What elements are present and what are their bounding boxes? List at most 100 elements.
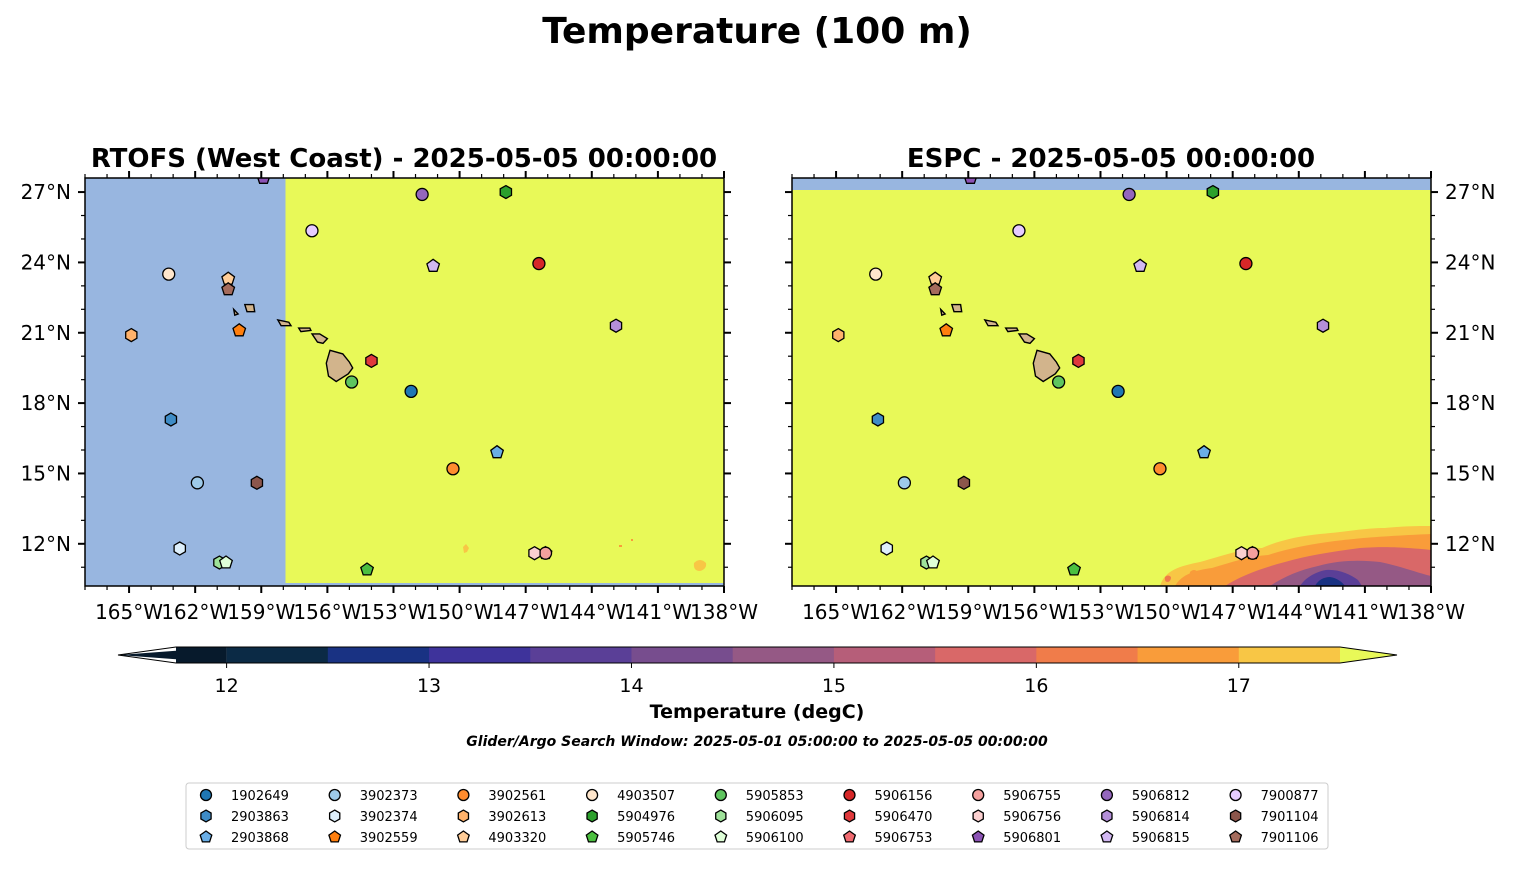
espc-axes-frame — [791, 177, 1432, 587]
platform-marker-5904976 — [1206, 184, 1220, 200]
platform-marker-5906755 — [1245, 546, 1260, 560]
island-outline — [1017, 333, 1036, 345]
rtofs-no-data-region — [85, 178, 286, 586]
legend-label: 5904976 — [617, 810, 675, 825]
legend-item-3902374: 3902374 — [328, 809, 418, 825]
colorbar-bin — [1137, 647, 1240, 663]
warm-patch — [463, 544, 469, 553]
platform-marker-3902374 — [173, 541, 187, 556]
platform-marker-1902649 — [404, 384, 418, 399]
platform-marker-5906812 — [1122, 187, 1136, 202]
legend-item-2903863: 2903863 — [200, 809, 289, 825]
platform-marker-5906100 — [218, 555, 234, 569]
platform-marker-5905853 — [344, 375, 359, 389]
platform-marker-3902613 — [832, 327, 845, 343]
figure-title: Temperature (100 m) — [542, 11, 972, 52]
platform-marker-3902613 — [125, 327, 138, 343]
legend-label: 7901104 — [1261, 810, 1319, 825]
legend-label: 5905853 — [746, 789, 804, 804]
platform-marker-2903863 — [871, 412, 885, 427]
y-tick-label: 24°N — [21, 250, 71, 274]
colorbar-under-bin — [176, 647, 227, 663]
legend-label: 4903507 — [617, 789, 675, 804]
platform-marker-5906156 — [1239, 256, 1253, 271]
legend-item-7901106: 7901106 — [1229, 830, 1319, 846]
legend-marker-4903507 — [585, 788, 599, 802]
legend-item-5906801: 5906801 — [971, 830, 1061, 846]
colorbar-tick-label: 15 — [822, 675, 846, 697]
legend-label: 5906753 — [875, 831, 933, 846]
legend-label: 5906156 — [875, 789, 933, 804]
x-tick-label: 159°W — [227, 600, 295, 624]
platform-marker-2903863 — [164, 412, 178, 427]
y-tick-label: 12°N — [21, 532, 71, 556]
warm-patch — [1164, 575, 1171, 582]
legend-item-5906755: 5906755 — [972, 788, 1061, 804]
island-outline — [276, 318, 293, 327]
colorbar-tick-label: 12 — [215, 675, 239, 697]
colorbar-bin — [631, 647, 734, 663]
rtofs-axis-ticks: 165°W162°W159°W156°W153°W150°W147°W144°W… — [21, 171, 758, 624]
legend-marker-5905853 — [714, 788, 727, 802]
legend-label: 5906095 — [746, 810, 804, 825]
x-tick-label: 156°W — [1000, 600, 1068, 624]
legend-marker-3902561 — [457, 788, 470, 802]
platform-marker-7900877 — [305, 224, 319, 238]
platform-marker-5906756 — [528, 545, 541, 561]
espc-islands — [939, 303, 1061, 383]
platform-marker-7901104 — [957, 475, 971, 491]
colorbar-label: Temperature (degC) — [650, 701, 865, 723]
platform-marker-5905853 — [1051, 375, 1066, 389]
legend-label: 2903868 — [231, 831, 289, 846]
island-outline — [1004, 327, 1019, 333]
legend-item-5906812: 5906812 — [1100, 788, 1190, 804]
rtofs-markers — [125, 178, 623, 576]
y-tick-label: 15°N — [1445, 461, 1495, 485]
island-outline — [1032, 349, 1061, 383]
platform-marker-5906812 — [415, 187, 429, 202]
platform-marker-5906100 — [925, 555, 941, 569]
legend-marker-4903320 — [456, 830, 470, 843]
legend-item-5906470: 5906470 — [843, 809, 932, 825]
platform-marker-7901106 — [928, 282, 943, 296]
platform-marker-3902561 — [446, 462, 460, 476]
legend-label: 5906755 — [1003, 789, 1061, 804]
legend-label: 7900877 — [1261, 789, 1319, 804]
legend-item-5906814: 5906814 — [1101, 809, 1190, 825]
rtofs-axes-frame — [84, 177, 725, 587]
platform-marker-5906814 — [609, 318, 623, 333]
y-tick-label: 21°N — [21, 321, 71, 345]
legend-item-5906100: 5906100 — [714, 830, 804, 846]
legend-label: 3902559 — [360, 831, 418, 846]
legend-item-2903868: 2903868 — [199, 830, 289, 846]
platform-marker-3902559 — [232, 322, 247, 337]
colorbar-bin — [429, 647, 531, 663]
x-tick-label: 165°W — [802, 600, 870, 624]
platform-marker-5906756 — [1235, 545, 1248, 561]
colorbar-tick-label: 13 — [417, 675, 441, 697]
legend-label: 4903320 — [488, 831, 546, 846]
legend-label: 2903863 — [231, 810, 289, 825]
platform-marker-5906815 — [426, 258, 441, 272]
legend-marker-3902374 — [328, 809, 341, 823]
platform-marker-7901106 — [221, 282, 236, 296]
warm-patch — [619, 545, 622, 547]
legend-marker-1902649 — [199, 788, 213, 802]
colorbar-bin — [1036, 647, 1139, 663]
legend-label: 5906815 — [1132, 831, 1190, 846]
legend-item-3902613: 3902613 — [457, 809, 546, 825]
legend-item-3902561: 3902561 — [457, 788, 546, 804]
platform-marker-5905746 — [360, 562, 375, 576]
platform-marker-7901104 — [250, 475, 264, 491]
island-outline — [950, 303, 963, 313]
platform-marker-5906156 — [532, 256, 546, 271]
legend-marker-5906753 — [842, 830, 857, 843]
x-tick-label: 141°W — [624, 600, 692, 624]
legend-marker-5904976 — [586, 809, 598, 823]
y-tick-label: 18°N — [21, 391, 71, 415]
x-tick-label: 147°W — [1199, 600, 1267, 624]
y-tick-label: 18°N — [1445, 391, 1495, 415]
legend-item-5906753: 5906753 — [842, 830, 933, 846]
colorbar: 12 13 14 15 16 17 — [117, 646, 1398, 697]
